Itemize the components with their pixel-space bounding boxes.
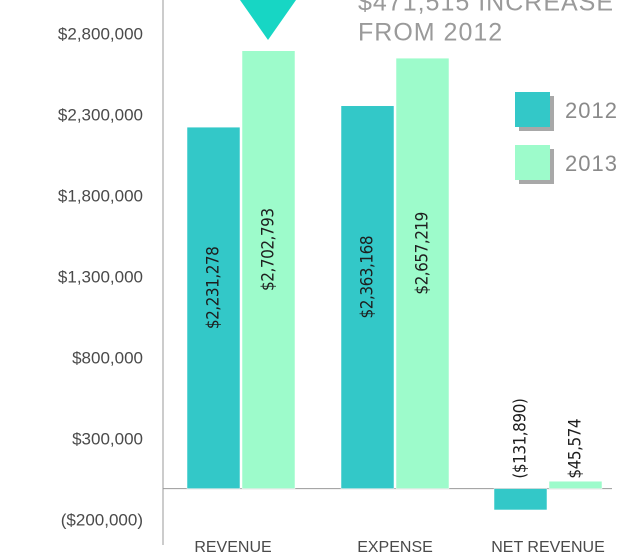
legend-swatch bbox=[515, 92, 550, 127]
value-label: $2,363,168 bbox=[358, 236, 378, 319]
y-tick-label: $1,800,000 bbox=[58, 186, 143, 205]
pointer-triangle bbox=[240, 0, 296, 40]
legend-label: 2013 bbox=[565, 151, 618, 176]
bar bbox=[548, 480, 603, 489]
legend-swatch bbox=[515, 145, 550, 180]
value-label: $2,702,793 bbox=[259, 208, 279, 291]
y-tick-label: $800,000 bbox=[72, 348, 143, 367]
annotation: FROM 2012 bbox=[358, 19, 503, 47]
bar bbox=[340, 105, 395, 489]
bar bbox=[241, 50, 296, 489]
value-label: $2,657,219 bbox=[413, 212, 433, 295]
y-tick-label: $1,300,000 bbox=[58, 267, 143, 286]
value-label: ($131,890) bbox=[511, 399, 531, 479]
y-tick-label: $2,300,000 bbox=[58, 105, 143, 124]
bar bbox=[395, 57, 450, 489]
x-tick-label: REVENUE bbox=[194, 539, 271, 556]
y-tick-label: $300,000 bbox=[72, 429, 143, 448]
value-label: $2,231,278 bbox=[204, 247, 224, 330]
x-tick-label: EXPENSE bbox=[357, 539, 433, 556]
legend-label: 2012 bbox=[565, 98, 618, 123]
bar bbox=[186, 126, 241, 489]
y-tick-label: $2,800,000 bbox=[58, 24, 143, 43]
y-tick-label: ($200,000) bbox=[61, 510, 143, 529]
bar bbox=[493, 488, 548, 511]
value-label: $45,574 bbox=[566, 419, 586, 479]
annotation: $471,515 INCREASE bbox=[358, 0, 614, 17]
x-tick-label: NET REVENUE bbox=[491, 539, 605, 556]
